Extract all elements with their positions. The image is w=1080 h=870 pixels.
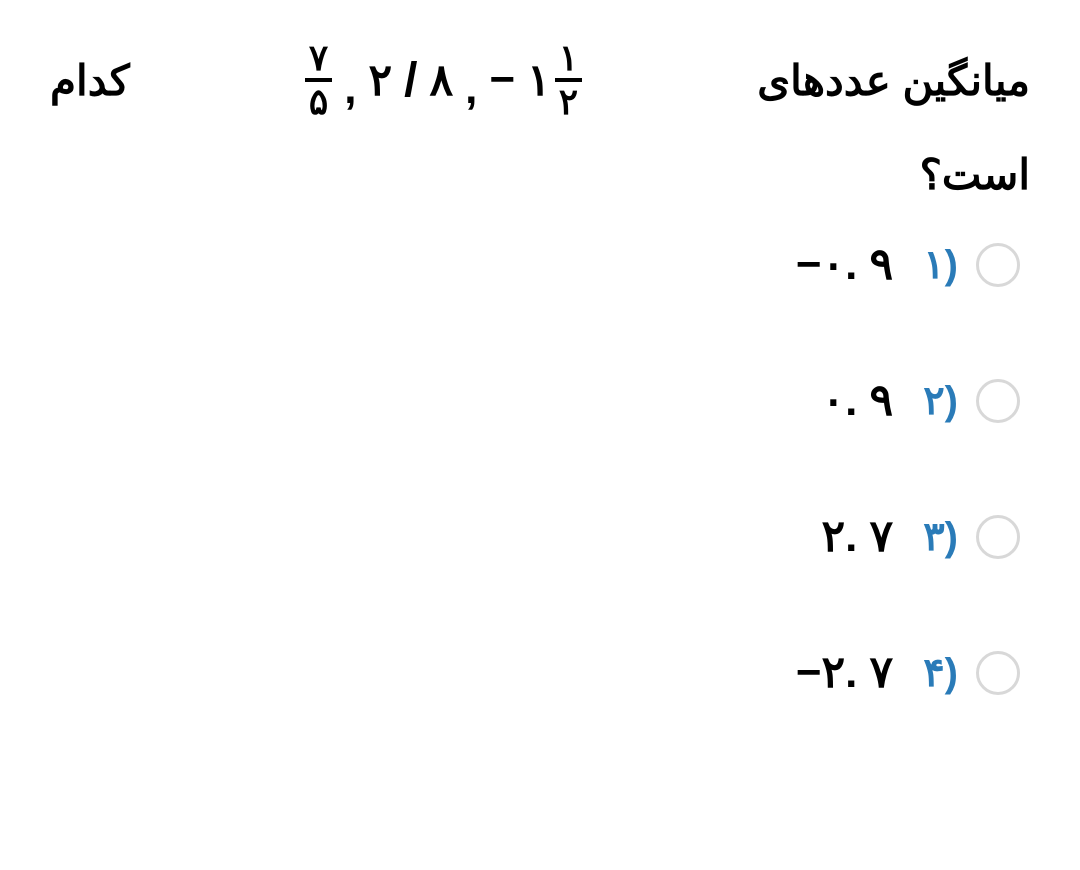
option-3[interactable]: ۳) ۲. ۷ xyxy=(50,511,1020,562)
radio-icon[interactable] xyxy=(976,243,1020,287)
question-word-left: کدام xyxy=(50,56,130,105)
comma-1: , xyxy=(465,64,477,114)
fraction-half: ۱ ۲ xyxy=(555,40,582,120)
minus-sign: − xyxy=(489,55,515,105)
option-number: ۲) xyxy=(923,378,958,424)
option-number: ۴) xyxy=(923,650,958,696)
option-number: ۳) xyxy=(923,514,958,560)
mixed-number: ۱ ۱ ۲ xyxy=(527,40,582,120)
option-value: −٠. ۹ xyxy=(796,239,893,290)
option-value: ۲. ۷ xyxy=(821,511,893,562)
fraction-seven-fifths: ۷ ۵ xyxy=(305,40,332,120)
option-number: ۱) xyxy=(923,242,958,288)
question-line-2: است؟ xyxy=(50,150,1030,199)
math-expression: ۷ ۵ , ۲ / ۸ , − ۱ ۱ ۲ xyxy=(305,40,582,120)
option-1[interactable]: ۱) −٠. ۹ xyxy=(50,239,1020,290)
option-value: −۲. ۷ xyxy=(796,647,893,698)
option-2[interactable]: ۲) ٠. ۹ xyxy=(50,375,1020,426)
comma-2: , xyxy=(344,64,356,114)
radio-icon[interactable] xyxy=(976,651,1020,695)
number-two: ۲ xyxy=(368,55,392,106)
option-4[interactable]: ۴) −۲. ۷ xyxy=(50,647,1020,698)
question-word-right: میانگین عددهای xyxy=(757,56,1030,105)
question-line-1: کدام ۷ ۵ , ۲ / ۸ , − ۱ ۱ ۲ میانگین عددها… xyxy=(50,40,1030,120)
option-value: ٠. ۹ xyxy=(821,375,893,426)
slash: / xyxy=(404,53,417,108)
radio-icon[interactable] xyxy=(976,515,1020,559)
radio-icon[interactable] xyxy=(976,379,1020,423)
options-list: ۱) −٠. ۹ ۲) ٠. ۹ ۳) ۲. ۷ ۴) −۲. ۷ xyxy=(50,239,1030,698)
number-eight: ۸ xyxy=(429,55,453,106)
